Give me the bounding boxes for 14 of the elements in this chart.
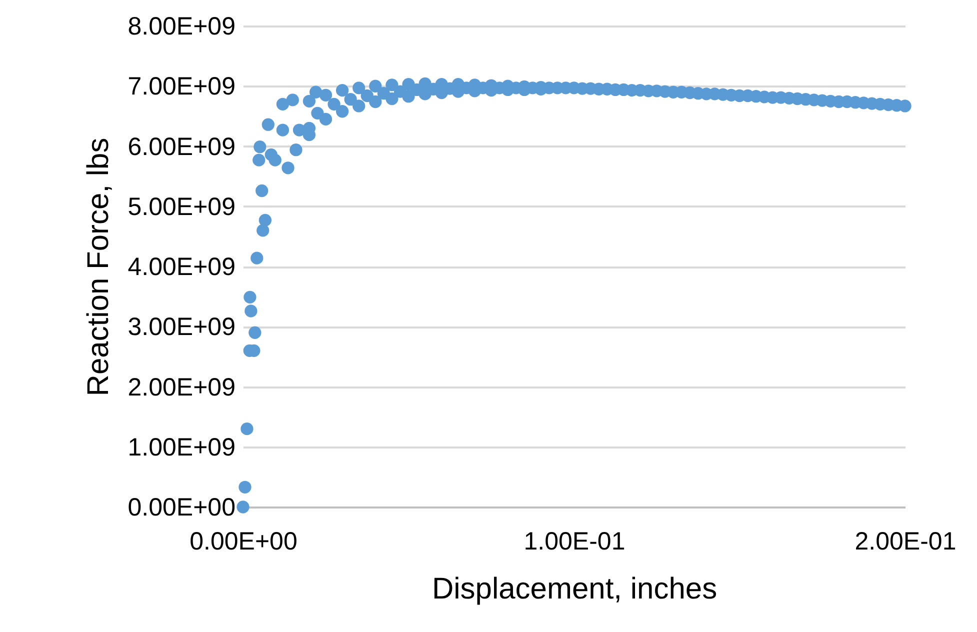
x-tick-label: 2.00E-01 xyxy=(854,528,956,556)
y-tick-label: 3.00E+09 xyxy=(128,313,236,342)
y-tick-label: 1.00E+09 xyxy=(128,433,236,462)
y-tick-label: 8.00E+09 xyxy=(128,12,236,40)
y-tick-label: 0.00E+00 xyxy=(128,494,236,522)
y-axis-title: Reaction Force, lbs xyxy=(82,138,115,396)
y-tick-label: 5.00E+09 xyxy=(128,192,236,221)
y-tick-label: 2.00E+09 xyxy=(128,373,236,402)
y-tick-label: 7.00E+09 xyxy=(128,72,236,101)
x-axis-title: Displacement, inches xyxy=(432,572,718,606)
y-tick-label: 4.00E+09 xyxy=(128,253,236,281)
y-tick-label: 6.00E+09 xyxy=(128,132,236,161)
x-tick-label: 1.00E-01 xyxy=(524,528,626,556)
x-tick-label: 0.00E+00 xyxy=(190,528,298,556)
